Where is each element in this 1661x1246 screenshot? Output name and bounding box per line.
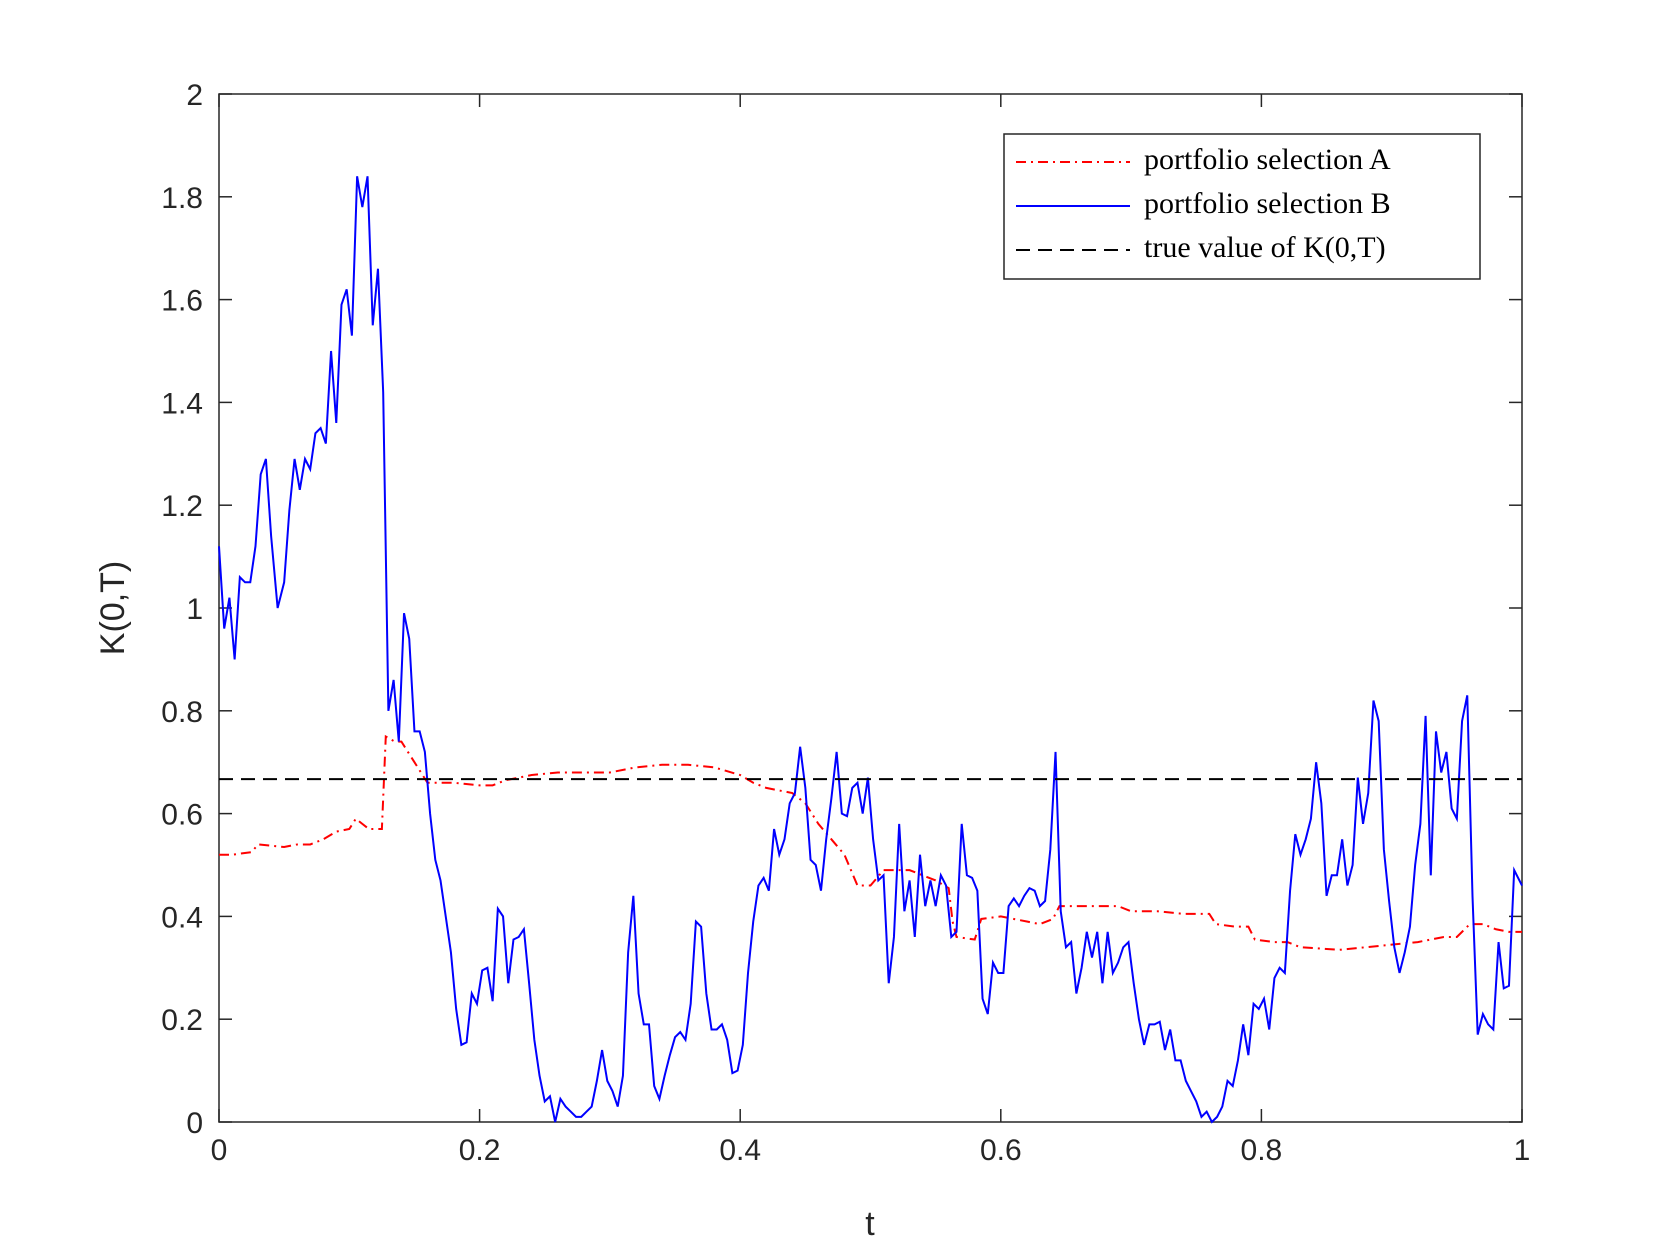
x-axis-label: t xyxy=(865,1205,875,1243)
legend-label: portfolio selection A xyxy=(1144,143,1391,176)
series-line xyxy=(219,734,1522,951)
x-tick-label: 0 xyxy=(211,1134,228,1167)
series-line xyxy=(218,176,1523,1124)
y-axis-label: K(0,T) xyxy=(94,561,132,655)
y-tick-label: 1.6 xyxy=(161,285,203,318)
legend-label: portfolio selection B xyxy=(1144,187,1391,220)
y-tick-label: 2 xyxy=(186,79,203,112)
x-tick-label: 1 xyxy=(1514,1134,1531,1167)
x-tick-label: 0.2 xyxy=(459,1134,501,1167)
y-tick-label: 0 xyxy=(186,1107,203,1140)
x-tick-label: 0.6 xyxy=(980,1134,1022,1167)
y-tick-label: 0.6 xyxy=(161,799,203,832)
x-tick-label: 0.8 xyxy=(1241,1134,1283,1167)
y-tick-label: 1 xyxy=(186,593,203,626)
y-tick-label: 1.8 xyxy=(161,182,203,215)
x-tick-label: 0.4 xyxy=(719,1134,761,1167)
legend-label: true value of K(0,T) xyxy=(1144,231,1386,264)
y-tick-label: 0.8 xyxy=(161,696,203,729)
y-tick-label: 1.4 xyxy=(161,387,203,420)
y-tick-label: 1.2 xyxy=(161,490,203,523)
y-tick-label: 0.4 xyxy=(161,901,203,934)
y-tick-label: 0.2 xyxy=(161,1004,203,1037)
legend: portfolio selection A portfolio selection… xyxy=(1003,133,1481,280)
